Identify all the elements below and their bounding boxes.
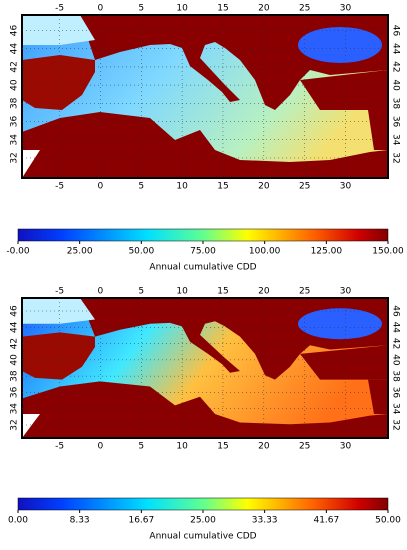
lon-label: 15 [217,442,228,452]
lon-label: 5 [138,4,144,14]
lon-label: 5 [138,182,144,192]
lon-label: 10 [176,182,188,192]
lon-label: 30 [340,442,352,452]
lat-label: 32 [10,419,20,430]
lat-label: 44 [10,321,20,333]
map-frame [21,14,389,179]
lon-label: 0 [98,182,104,192]
lon-label: 5 [138,287,144,297]
lat-label: 36 [391,387,401,399]
lat-label: 38 [391,370,401,382]
colorbar-tick-label: 50.00 [128,247,154,257]
lon-label: 0 [98,4,104,14]
lat-label: 44 [391,322,401,334]
lat-label: 32 [10,152,20,163]
colorbar-tick-label: 41.67 [313,516,339,526]
lat-label: 38 [10,370,20,382]
lat-label: 46 [391,305,401,317]
lat-label: 36 [10,386,20,398]
colorbar-tick-label: 75.00 [190,247,216,257]
lon-label: 5 [138,442,144,452]
lon-label: 10 [176,287,188,297]
lon-label: -5 [55,442,64,452]
lon-label: 10 [176,442,188,452]
colorbar-tick-label: -0.00 [6,247,30,257]
colorbar-tick-label: 0.00 [8,516,28,526]
lon-label: 10 [176,4,188,14]
lat-label: 40 [391,354,401,366]
lon-label: 30 [340,287,352,297]
lat-label: 40 [10,354,20,366]
lon-label: 15 [217,287,228,297]
lon-label: 30 [340,4,352,14]
lon-label: 30 [340,182,352,192]
lon-label: 25 [299,182,310,192]
lon-label: 0 [98,287,104,297]
colorbar-tick-label: 100.00 [249,247,281,257]
colorbar-tick-label: 8.33 [70,516,90,526]
lat-label: 34 [391,134,401,146]
lat-label: 44 [10,43,20,55]
lon-label: 25 [299,442,310,452]
lat-label: 46 [10,24,20,36]
lon-label: -5 [55,287,64,297]
lon-label: 0 [98,442,104,452]
lat-label: 44 [391,43,401,55]
lon-label: 25 [299,287,310,297]
colorbar [17,497,389,511]
colorbar [17,228,389,242]
colorbar-tick-label: 16.67 [128,516,154,526]
lat-label: 46 [10,305,20,317]
lon-label: 20 [258,182,270,192]
colorbar-tick-label: 50.00 [375,516,401,526]
lat-label: 42 [10,61,20,72]
lat-label: 36 [391,116,401,128]
colorbar-tick-label: 150.00 [372,247,404,257]
colorbar-tick-label: 25.00 [190,516,216,526]
lon-label: -5 [55,182,64,192]
colorbar-label: Annual cumulative CDD [149,532,256,542]
lon-label: 20 [258,4,270,14]
lat-label: 36 [10,116,20,128]
lon-label: 20 [258,287,270,297]
colorbar-tick-label: 25.00 [67,247,93,257]
lat-label: 38 [10,97,20,109]
lat-label: 40 [10,79,20,91]
lat-label: 46 [391,25,401,37]
lat-label: 42 [391,61,401,72]
colorbar-tick-label: 33.33 [252,516,278,526]
colorbar-tick-label: 125.00 [311,247,343,257]
lat-label: 32 [391,152,401,163]
lon-label: 20 [258,442,270,452]
map-frame [21,297,389,439]
lon-label: -5 [55,4,64,14]
lon-label: 25 [299,4,310,14]
lat-label: 32 [391,419,401,430]
lat-label: 34 [391,403,401,415]
lat-label: 40 [391,79,401,91]
lat-label: 38 [391,98,401,110]
lon-label: 15 [217,182,228,192]
lat-label: 42 [391,338,401,349]
colorbar-label: Annual cumulative CDD [149,263,256,273]
lat-label: 34 [10,403,20,415]
lat-label: 42 [10,338,20,349]
lon-label: 15 [217,4,228,14]
lat-label: 34 [10,134,20,146]
